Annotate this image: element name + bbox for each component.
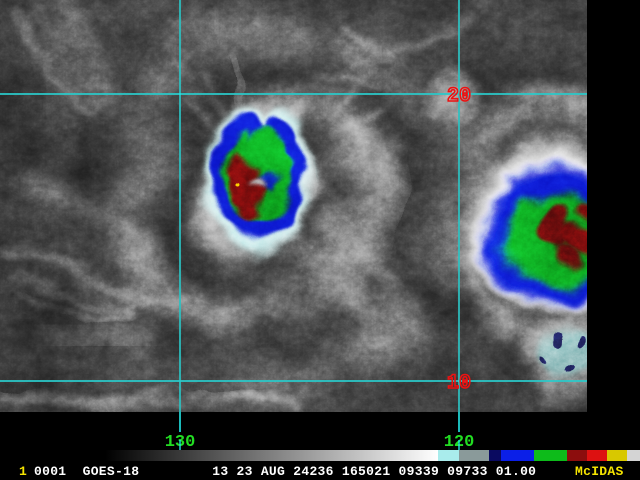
svg-text:10: 10	[447, 372, 471, 395]
svg-text:20: 20	[447, 85, 471, 108]
svg-text:0001 GOES-18 13 23 AU: 0001 GOES-18 13 23 AUG 24236 165021 0933…	[34, 464, 536, 479]
svg-text:McIDAS: McIDAS	[575, 464, 624, 479]
svg-text:1: 1	[19, 464, 27, 479]
